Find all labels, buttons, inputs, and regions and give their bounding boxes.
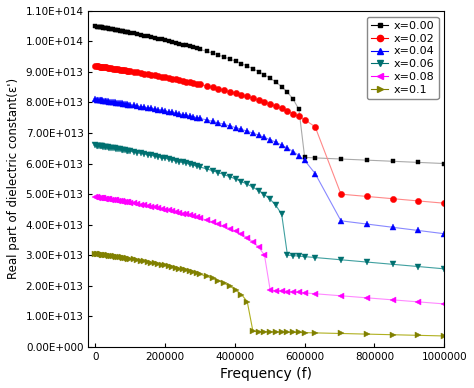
x=0.00 [155,36,161,41]
x=0.02 [145,72,151,76]
Line: x=0.02: x=0.02 [92,63,447,206]
x=0.04 [155,107,161,112]
x=0.1 [338,331,344,336]
x=0.06 [107,145,112,150]
x=0.08 [155,206,161,210]
Line: x=0.06: x=0.06 [92,142,447,272]
x=0.04 [145,106,151,110]
x=0.04 [115,100,121,105]
x=0.1 [155,262,161,266]
x=0.06 [115,147,121,151]
x=0.02 [338,192,344,196]
x=0.06 [245,182,250,187]
x=0.1 [441,334,447,338]
x=0.00 [441,161,447,166]
x=0.08 [115,198,121,203]
x=0.04 [338,218,344,223]
x=0.02 [245,94,250,99]
x=0.02 [107,66,112,70]
x=0.04 [107,99,112,104]
Line: x=0.08: x=0.08 [92,194,447,307]
Line: x=0.04: x=0.04 [92,96,447,237]
x=0.00 [107,26,112,31]
Legend: x=0.00, x=0.02, x=0.04, x=0.06, x=0.08, x=0.1: x=0.00, x=0.02, x=0.04, x=0.06, x=0.08, … [367,17,439,99]
x=0.06 [145,152,151,157]
x=0.1 [145,260,151,264]
Y-axis label: Real part of dielectric constant(ε'): Real part of dielectric constant(ε') [7,78,20,279]
x=0.06 [92,143,98,147]
x=0.08 [145,204,151,208]
x=0.06 [338,258,344,262]
x=0.08 [245,236,250,240]
x=0.02 [115,67,121,72]
x=0.1 [245,299,250,304]
X-axis label: Frequency (f): Frequency (f) [220,367,312,381]
x=0.00 [245,64,250,68]
x=0.04 [92,97,98,102]
x=0.1 [107,253,112,258]
x=0.00 [92,24,98,29]
x=0.08 [107,197,112,202]
x=0.06 [441,267,447,271]
x=0.1 [92,251,98,256]
Line: x=0.1: x=0.1 [92,250,447,339]
x=0.1 [115,255,121,259]
x=0.00 [115,28,121,33]
x=0.00 [338,157,344,161]
x=0.02 [92,64,98,68]
x=0.06 [155,154,161,159]
x=0.04 [441,231,447,236]
x=0.02 [155,74,161,78]
x=0.04 [245,129,250,133]
x=0.08 [92,195,98,199]
Line: x=0.00: x=0.00 [93,24,447,166]
x=0.00 [145,34,151,39]
x=0.02 [441,201,447,206]
x=0.08 [441,301,447,306]
x=0.08 [338,293,344,298]
